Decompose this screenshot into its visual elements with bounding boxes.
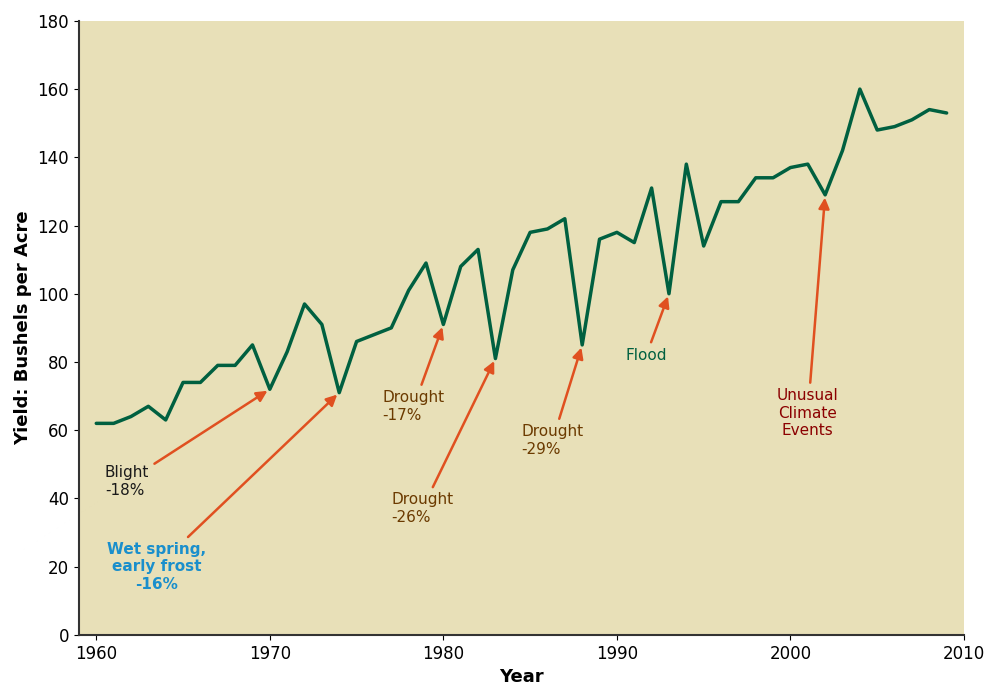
Text: Blight
-18%: Blight -18% <box>105 392 265 498</box>
Text: Drought
-17%: Drought -17% <box>383 330 445 423</box>
X-axis label: Year: Year <box>500 668 543 686</box>
Text: Unusual
Climate
Events: Unusual Climate Events <box>777 200 839 438</box>
Text: Wet spring,
early frost
-16%: Wet spring, early frost -16% <box>108 396 336 592</box>
Text: Flood: Flood <box>625 299 668 363</box>
Text: Drought
-26%: Drought -26% <box>392 363 494 525</box>
Text: Drought
-29%: Drought -29% <box>521 350 583 456</box>
Y-axis label: Yield: Bushels per Acre: Yield: Bushels per Acre <box>14 211 32 445</box>
